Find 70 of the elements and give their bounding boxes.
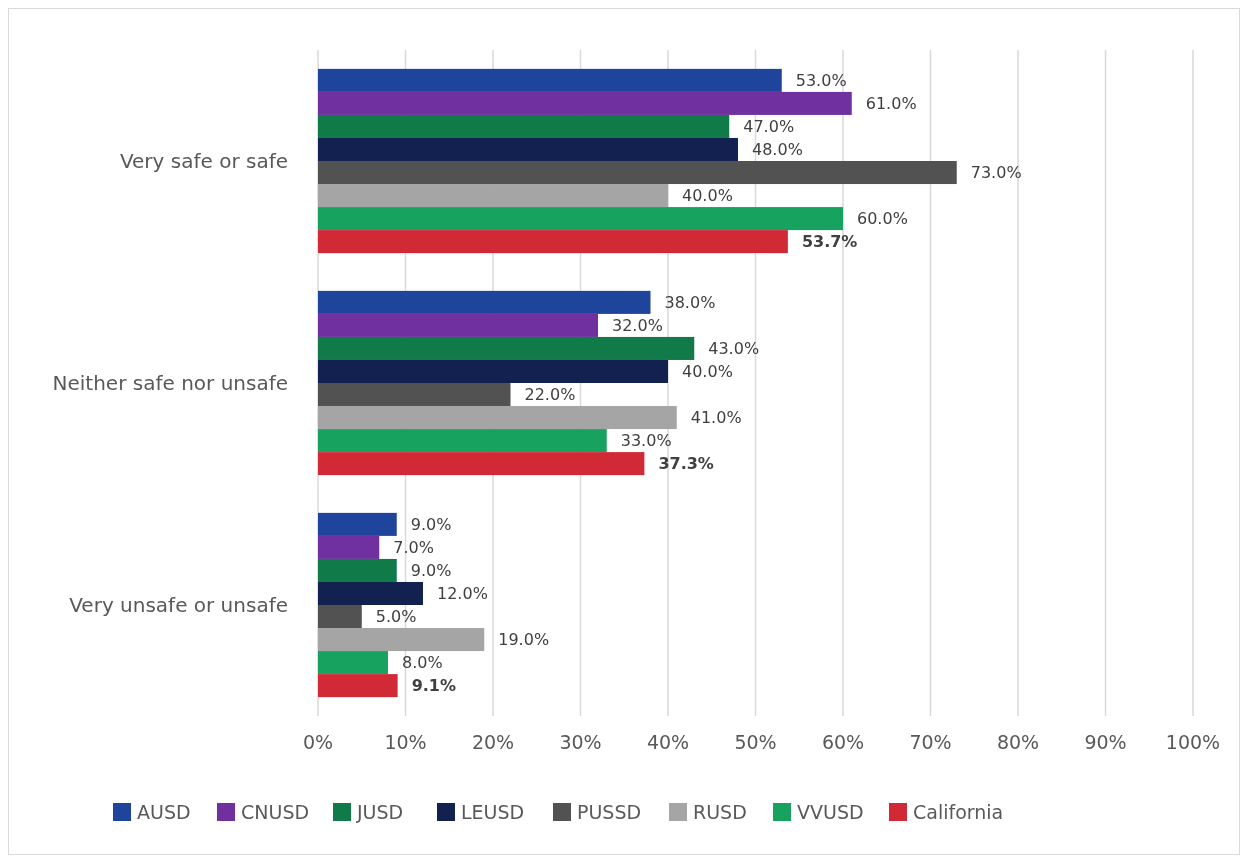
- y-tick-label: Very safe or safe: [119, 149, 288, 173]
- x-tick-label: 50%: [734, 731, 777, 753]
- bar: [318, 605, 362, 629]
- bar: [318, 137, 738, 161]
- data-label: 38.0%: [664, 292, 716, 312]
- data-label: 9.0%: [410, 514, 452, 534]
- data-label: 73.0%: [970, 163, 1022, 183]
- legend-label: CNUSD: [241, 800, 310, 823]
- legend-label: RUSD: [693, 800, 747, 823]
- x-tick-label: 10%: [384, 731, 427, 753]
- x-tick-label: 100%: [1165, 731, 1221, 753]
- bar: [318, 313, 598, 337]
- bar: [318, 207, 843, 231]
- legend-label: LEUSD: [461, 800, 525, 823]
- bar: [318, 429, 607, 453]
- bar: [318, 674, 398, 698]
- bar: [318, 512, 397, 536]
- data-label: 48.0%: [752, 140, 803, 160]
- data-label: 32.0%: [612, 316, 663, 336]
- legend-label: VVUSD: [797, 800, 864, 823]
- x-tick-label: 90%: [1084, 731, 1127, 753]
- x-tick-label: 20%: [471, 731, 515, 753]
- x-tick-label: 30%: [559, 731, 602, 753]
- data-label: 53.7%: [801, 232, 858, 252]
- data-label: 53.0%: [795, 70, 847, 90]
- data-label: 5.0%: [375, 607, 417, 627]
- data-label: 33.0%: [620, 431, 672, 451]
- legend-label: California: [913, 800, 1004, 823]
- bar: [318, 68, 782, 92]
- bar: [318, 383, 511, 407]
- data-label: 9.1%: [411, 676, 456, 696]
- x-tick-label: 60%: [821, 731, 865, 753]
- data-label: 40.0%: [682, 362, 733, 382]
- data-label: 47.0%: [743, 117, 795, 137]
- data-label: 43.0%: [708, 339, 760, 359]
- data-label: 7.0%: [393, 538, 434, 558]
- data-label: 22.0%: [524, 385, 576, 405]
- data-label: 9.0%: [410, 561, 452, 581]
- data-label: 37.3%: [658, 454, 714, 474]
- bar: [318, 161, 957, 185]
- x-tick-label: 40%: [646, 731, 690, 753]
- bar: [318, 452, 645, 476]
- data-label: 41.0%: [690, 408, 742, 428]
- legend-label: AUSD: [137, 800, 191, 823]
- x-tick-label: 70%: [909, 731, 952, 753]
- data-label: 60.0%: [857, 209, 908, 229]
- data-label: 61.0%: [865, 94, 917, 114]
- bar: [318, 406, 677, 430]
- legend-label: JUSD: [356, 800, 404, 823]
- bar: [318, 359, 668, 383]
- bar: [318, 290, 651, 314]
- bar: [318, 535, 380, 559]
- bar: [318, 91, 852, 115]
- bar: [318, 558, 397, 582]
- bar: [318, 628, 485, 652]
- bar: [318, 581, 423, 605]
- data-label: 12.0%: [437, 584, 488, 604]
- bar: [318, 114, 730, 138]
- y-tick-label: Very unsafe or unsafe: [69, 593, 288, 617]
- bar: [318, 651, 388, 675]
- x-tick-label: 0%: [302, 731, 334, 753]
- data-label: 8.0%: [402, 653, 443, 673]
- bar: [318, 336, 695, 360]
- x-tick-label: 80%: [996, 731, 1040, 753]
- data-label: 19.0%: [498, 630, 550, 650]
- data-label: 40.0%: [682, 186, 733, 206]
- y-tick-label: Neither safe nor unsafe: [52, 371, 288, 395]
- legend-label: PUSSD: [577, 800, 642, 823]
- bar: [318, 184, 668, 208]
- bar: [318, 230, 788, 254]
